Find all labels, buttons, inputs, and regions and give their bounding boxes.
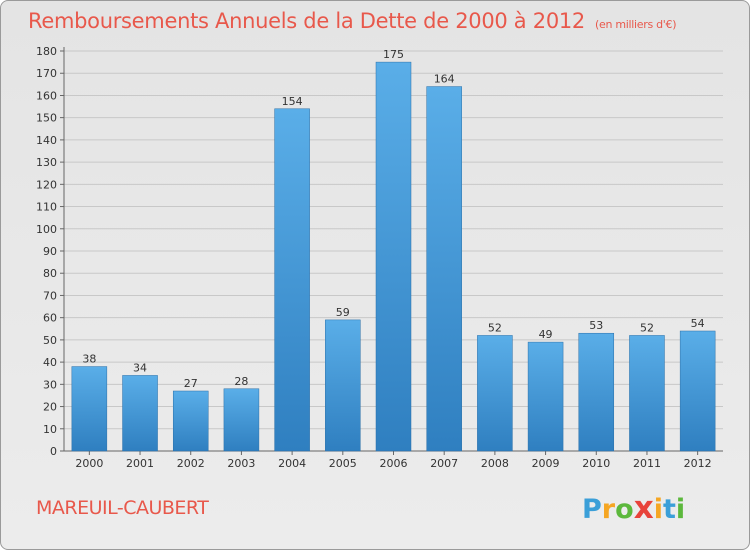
y-tick-label: 100 (36, 223, 57, 236)
bar-2006 (375, 61, 412, 452)
data-label-2001: 34 (133, 361, 147, 374)
y-tick-label: 160 (36, 89, 57, 102)
chart-title: Remboursements Annuels de la Dette de 20… (28, 9, 676, 33)
y-tick-label: 60 (43, 312, 57, 325)
logo-letter: i (653, 494, 663, 525)
data-label-2006: 175 (383, 48, 404, 61)
bar-2004 (274, 108, 310, 452)
logo-letter: P (582, 494, 602, 525)
x-tick-label-2008: 2008 (481, 457, 509, 470)
data-label-2007: 164 (434, 73, 455, 86)
y-tick-label: 150 (36, 112, 57, 125)
chart-title-text: Remboursements Annuels de la Dette de 20… (28, 9, 585, 33)
y-tick-label: 0 (50, 445, 57, 458)
x-tick-label-2003: 2003 (227, 457, 255, 470)
proxiti-logo[interactable]: Proxiti (582, 490, 685, 526)
y-tick-label: 30 (43, 378, 57, 391)
y-tick-label: 80 (43, 267, 57, 280)
bar-2003 (223, 388, 260, 452)
y-tick-label: 170 (36, 67, 57, 80)
data-label-2008: 52 (488, 321, 502, 334)
y-tick-label: 140 (36, 134, 57, 147)
x-tick-label-2010: 2010 (582, 457, 610, 470)
y-tick-label: 110 (36, 201, 57, 214)
x-tick-label-2004: 2004 (278, 457, 306, 470)
data-label-2011: 52 (640, 321, 654, 334)
y-tick-label: 120 (36, 178, 57, 191)
bar-2010 (578, 332, 615, 452)
x-tick-label-2012: 2012 (684, 457, 712, 470)
x-tick-label-2011: 2011 (633, 457, 661, 470)
y-tick-label: 20 (43, 401, 57, 414)
data-label-2005: 59 (336, 306, 350, 319)
logo-letter: t (662, 494, 676, 525)
logo-letter: o (615, 494, 634, 525)
y-tick-label: 50 (43, 334, 57, 347)
data-label-2010: 53 (589, 319, 603, 332)
bar-2000 (71, 366, 108, 452)
data-label-2009: 49 (539, 328, 553, 341)
bar-2011 (629, 335, 665, 452)
bars (71, 61, 716, 452)
data-label-2003: 28 (234, 375, 248, 388)
y-tick-label: 40 (43, 356, 57, 369)
x-tick-label-2007: 2007 (430, 457, 458, 470)
x-tick-label-2009: 2009 (532, 457, 560, 470)
bar-2008 (477, 335, 513, 452)
bar-2012 (679, 330, 716, 452)
y-tick-label: 10 (43, 423, 57, 436)
bar-2005 (325, 319, 361, 452)
x-tick-label-2005: 2005 (329, 457, 357, 470)
y-tick-label: 130 (36, 156, 57, 169)
x-tick-label-2002: 2002 (177, 457, 205, 470)
bar-2009 (527, 341, 564, 452)
bar-2002 (172, 390, 209, 452)
logo-letter: x (633, 490, 654, 526)
chart-unit-label: (en milliers d'€) (595, 18, 677, 31)
logo-letter: r (601, 494, 616, 525)
y-tick-label: 180 (36, 45, 57, 58)
data-label-2012: 54 (691, 317, 705, 330)
x-tick-label-2001: 2001 (126, 457, 154, 470)
commune-name: MAREUIL-CAUBERT (36, 497, 209, 519)
bar-2001 (122, 375, 158, 452)
x-tick-label-2000: 2000 (75, 457, 103, 470)
x-tick-label-2006: 2006 (380, 457, 408, 470)
logo-letter: i (675, 494, 686, 525)
data-label-2004: 154 (282, 95, 303, 108)
data-labels: 38 34 27 28 154 59 175 164 52 49 53 52 54 (82, 48, 704, 390)
data-label-2000: 38 (82, 353, 96, 366)
y-tick-label: 70 (43, 289, 57, 302)
y-tick-label: 90 (43, 245, 57, 258)
data-label-2002: 27 (184, 377, 198, 390)
bar-2007 (426, 86, 462, 452)
